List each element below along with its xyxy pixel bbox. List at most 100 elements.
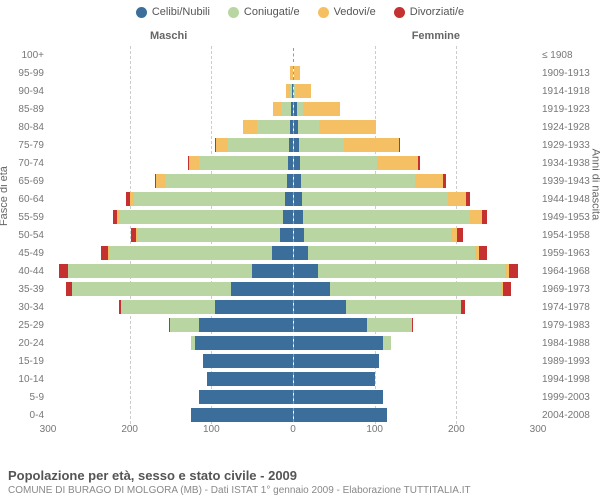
bar-segment: [457, 228, 463, 242]
bar-segment: [367, 318, 412, 332]
bar-segment: [318, 264, 505, 278]
male-bar: [48, 336, 294, 350]
legend-item: Celibi/Nubili: [136, 6, 210, 18]
age-label: 75-79: [4, 140, 44, 151]
bar-segment: [294, 354, 380, 368]
bar-segment: [207, 372, 293, 386]
age-row: 60-641944-1948: [48, 190, 538, 208]
age-row: 30-341974-1978: [48, 298, 538, 316]
year-label: 1909-1913: [542, 68, 596, 79]
age-label: 80-84: [4, 122, 44, 133]
male-bar: [48, 300, 294, 314]
age-label: 20-24: [4, 338, 44, 349]
legend-item: Coniugati/e: [228, 6, 300, 18]
legend-label: Divorziati/e: [410, 6, 464, 18]
male-bar: [48, 354, 294, 368]
bar-segment: [291, 102, 293, 116]
year-label: 1914-1918: [542, 86, 596, 97]
year-label: 1969-1973: [542, 284, 596, 295]
age-label: 0-4: [4, 410, 44, 421]
bar-segment: [294, 246, 309, 260]
male-bar: [48, 66, 294, 80]
age-label: 55-59: [4, 212, 44, 223]
bar-segment: [296, 84, 311, 98]
age-label: 65-69: [4, 176, 44, 187]
x-tick: 100: [366, 424, 383, 435]
footer: Popolazione per età, sesso e stato civil…: [8, 468, 592, 496]
year-label: 1984-1988: [542, 338, 596, 349]
bar-segment: [292, 84, 293, 98]
year-label: 1989-1993: [542, 356, 596, 367]
male-bar: [48, 120, 294, 134]
female-bar: [294, 156, 539, 170]
female-bar: [294, 210, 539, 224]
age-row: 20-241984-1988: [48, 334, 538, 352]
bar-segment: [290, 66, 292, 80]
bar-segment: [68, 264, 251, 278]
age-row: 35-391969-1973: [48, 280, 538, 298]
bar-segment: [156, 174, 164, 188]
male-bar: [48, 372, 294, 386]
male-bar: [48, 390, 294, 404]
legend-item: Divorziati/e: [394, 6, 464, 18]
bar-segment: [191, 408, 293, 422]
year-label: 1959-1963: [542, 248, 596, 259]
bar-segment: [509, 264, 519, 278]
male-bar: [48, 138, 294, 152]
x-tick: 300: [40, 424, 57, 435]
female-bar: [294, 354, 539, 368]
bar-segment: [330, 282, 501, 296]
age-label: 5-9: [4, 392, 44, 403]
bar-segment: [294, 228, 305, 242]
female-bar: [294, 84, 539, 98]
legend: Celibi/Nubili Coniugati/e Vedovi/e Divorzia…: [0, 0, 600, 22]
female-bar: [294, 102, 539, 116]
age-label: 35-39: [4, 284, 44, 295]
bar-segment: [289, 138, 292, 152]
bar-segment: [199, 318, 293, 332]
female-bar: [294, 282, 539, 296]
x-tick: 300: [530, 424, 547, 435]
male-bar: [48, 228, 294, 242]
bar-segment: [294, 300, 347, 314]
bar-segment: [203, 354, 293, 368]
year-label: 1934-1938: [542, 158, 596, 169]
chart-title: Popolazione per età, sesso e stato civil…: [8, 468, 592, 483]
bar-segment: [283, 210, 293, 224]
legend-label: Vedovi/e: [334, 6, 376, 18]
bar-segment: [294, 318, 367, 332]
year-label: 1919-1923: [542, 104, 596, 115]
legend-item: Vedovi/e: [318, 6, 376, 18]
bar-segment: [294, 264, 318, 278]
bar-segment: [302, 192, 449, 206]
age-label: 10-14: [4, 374, 44, 385]
age-label: 70-74: [4, 158, 44, 169]
pyramid-rows: 100+≤ 190895-991909-191390-941914-191885…: [48, 46, 538, 424]
x-tick: 200: [448, 424, 465, 435]
bar-segment: [479, 246, 487, 260]
male-bar: [48, 264, 294, 278]
age-row: 50-541954-1958: [48, 226, 538, 244]
bar-segment: [294, 210, 304, 224]
age-row: 95-991909-1913: [48, 64, 538, 82]
bar-segment: [300, 156, 377, 170]
bar-segment: [189, 156, 199, 170]
age-label: 95-99: [4, 68, 44, 79]
bar-segment: [199, 156, 289, 170]
bar-segment: [443, 174, 445, 188]
bar-segment: [170, 318, 199, 332]
year-label: 1939-1943: [542, 176, 596, 187]
age-row: 75-791929-1933: [48, 136, 538, 154]
bar-segment: [231, 282, 292, 296]
age-label: 85-89: [4, 104, 44, 115]
bar-segment: [298, 120, 318, 134]
bar-segment: [412, 318, 413, 332]
year-label: 1964-1968: [542, 266, 596, 277]
legend-label: Celibi/Nubili: [152, 6, 210, 18]
header-female: Femmine: [412, 30, 460, 42]
year-label: 1944-1948: [542, 194, 596, 205]
bar-segment: [215, 300, 292, 314]
year-label: 2004-2008: [542, 410, 596, 421]
age-row: 65-691939-1943: [48, 172, 538, 190]
bar-segment: [344, 138, 399, 152]
